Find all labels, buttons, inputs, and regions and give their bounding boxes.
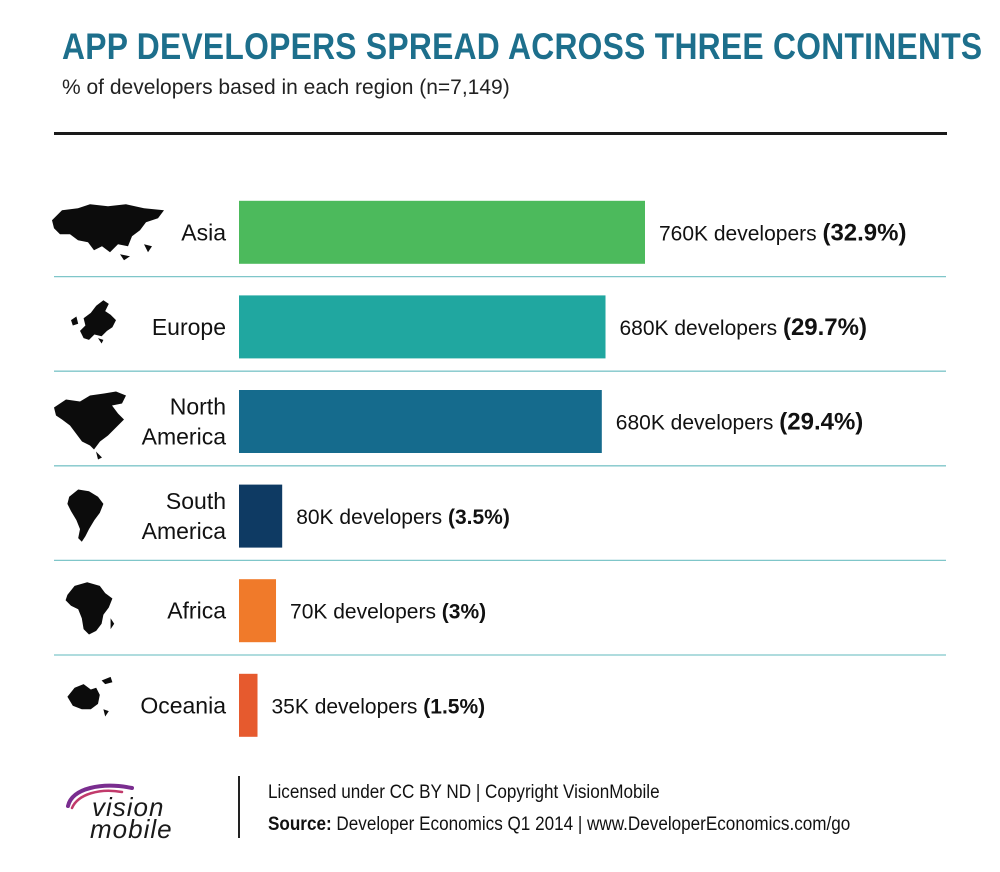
bar-africa [239, 579, 277, 643]
region-label-asia: Asia [181, 219, 226, 245]
europe-map-icon [71, 300, 116, 344]
region-label-oceania: Oceania [140, 692, 226, 718]
oceania-map-icon [67, 676, 113, 717]
chart-title: APP DEVELOPERS SPREAD ACROSS THREE CONTI… [62, 26, 983, 67]
source-label: Source: [268, 814, 332, 835]
africa-map-icon [65, 582, 115, 635]
bar-europe [239, 295, 606, 359]
license-text: Licensed under CC BY ND | Copyright Visi… [268, 782, 660, 803]
north-america-map-icon [54, 391, 126, 460]
bar-south-america [239, 484, 283, 548]
value-label-europe: 680K developers (29.7%) [620, 314, 868, 341]
source-detail: Developer Economics Q1 2014 | www.Develo… [336, 814, 851, 835]
region-label-north-america: North America [142, 394, 227, 450]
source-text: Source: Developer Economics Q1 2014 | ww… [268, 814, 850, 836]
value-label-oceania: 35K developers (1.5%) [272, 695, 486, 718]
logo-text-mobile: mobile [90, 814, 173, 844]
region-label-europe: Europe [152, 314, 226, 340]
south-america-map-icon [67, 489, 104, 542]
footer-divider [238, 776, 240, 838]
region-label-south-america: South America [142, 488, 227, 544]
header-rule [54, 132, 947, 135]
value-label-asia: 760K developers (32.9%) [659, 219, 907, 246]
logo-text-vision: vision [92, 792, 165, 822]
chart-subtitle: % of developers based in each region (n=… [62, 76, 510, 99]
value-label-africa: 70K developers (3%) [290, 601, 486, 624]
bar-north-america [239, 390, 602, 453]
region-label-africa: Africa [167, 598, 226, 624]
asia-map-icon [52, 204, 164, 261]
visionmobile-logo: vision mobile [62, 780, 222, 844]
bar-oceania [239, 673, 258, 737]
bar-asia [239, 200, 645, 264]
logo-swoosh-icon [66, 783, 134, 810]
bar-chart: Asia 760K developers (32.9%) Europe 680K de… [52, 200, 946, 737]
value-label-south-america: 80K developers (3.5%) [296, 506, 510, 529]
value-label-north-america: 680K developers (29.4%) [616, 409, 864, 436]
